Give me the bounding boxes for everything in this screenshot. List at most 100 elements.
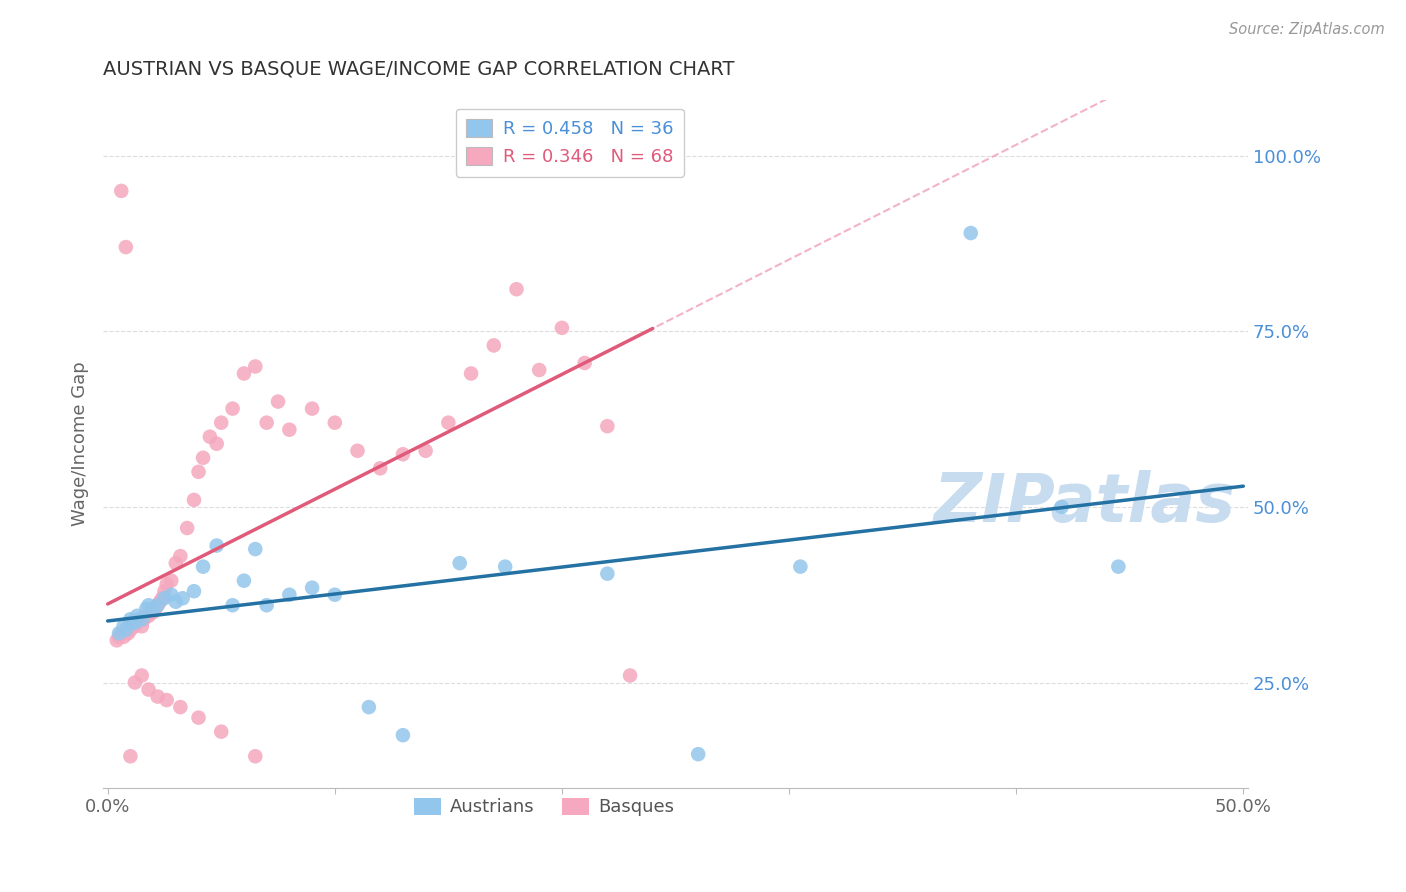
- Point: [169, 549, 191, 563]
- Point: [221, 599, 243, 613]
- Point: [245, 749, 267, 764]
- Point: [153, 591, 176, 606]
- Point: [482, 338, 505, 352]
- Point: [278, 588, 301, 602]
- Point: [146, 599, 169, 613]
- Point: [127, 608, 149, 623]
- Point: [392, 447, 415, 461]
- Point: [108, 630, 131, 644]
- Text: ZIPatlas: ZIPatlas: [934, 470, 1236, 536]
- Point: [1107, 559, 1129, 574]
- Text: AUSTRIAN VS BASQUE WAGE/INCOME GAP CORRELATION CHART: AUSTRIAN VS BASQUE WAGE/INCOME GAP CORRE…: [103, 60, 734, 78]
- Point: [117, 626, 139, 640]
- Point: [494, 559, 516, 574]
- Text: Source: ZipAtlas.com: Source: ZipAtlas.com: [1229, 22, 1385, 37]
- Point: [191, 450, 214, 465]
- Point: [574, 356, 596, 370]
- Point: [120, 615, 142, 630]
- Point: [789, 559, 811, 574]
- Point: [323, 416, 346, 430]
- Point: [245, 542, 267, 557]
- Point: [198, 430, 221, 444]
- Point: [110, 184, 132, 198]
- Point: [142, 605, 165, 619]
- Point: [176, 521, 198, 535]
- Point: [156, 693, 179, 707]
- Point: [138, 608, 160, 623]
- Point: [108, 626, 131, 640]
- Point: [112, 630, 135, 644]
- Point: [156, 577, 179, 591]
- Point: [120, 615, 142, 630]
- Point: [139, 605, 162, 619]
- Point: [172, 591, 194, 606]
- Point: [449, 556, 471, 570]
- Point: [160, 588, 183, 602]
- Point: [221, 401, 243, 416]
- Point: [437, 416, 460, 430]
- Point: [267, 394, 290, 409]
- Point: [551, 321, 574, 335]
- Legend: Austrians, Basques: Austrians, Basques: [406, 790, 681, 823]
- Point: [110, 626, 132, 640]
- Point: [120, 623, 142, 637]
- Point: [205, 539, 228, 553]
- Point: [187, 465, 209, 479]
- Point: [150, 591, 173, 606]
- Point: [165, 595, 187, 609]
- Point: [209, 724, 232, 739]
- Point: [127, 615, 149, 630]
- Point: [131, 612, 153, 626]
- Point: [160, 574, 183, 588]
- Point: [205, 436, 228, 450]
- Point: [209, 416, 232, 430]
- Point: [115, 623, 138, 637]
- Point: [1050, 500, 1073, 514]
- Point: [256, 599, 278, 613]
- Point: [165, 556, 187, 570]
- Point: [688, 747, 710, 761]
- Point: [323, 588, 346, 602]
- Point: [124, 615, 146, 630]
- Point: [233, 367, 256, 381]
- Point: [357, 700, 380, 714]
- Point: [959, 226, 981, 240]
- Point: [153, 584, 176, 599]
- Point: [392, 728, 415, 742]
- Point: [115, 240, 138, 254]
- Point: [121, 619, 143, 633]
- Point: [415, 443, 437, 458]
- Point: [138, 599, 160, 613]
- Point: [596, 419, 619, 434]
- Point: [183, 492, 205, 507]
- Point: [368, 461, 391, 475]
- Y-axis label: Wage/Income Gap: Wage/Income Gap: [72, 361, 89, 526]
- Point: [131, 668, 153, 682]
- Point: [115, 623, 138, 637]
- Point: [146, 599, 169, 613]
- Point: [460, 367, 482, 381]
- Point: [124, 619, 146, 633]
- Point: [149, 595, 172, 609]
- Point: [183, 584, 205, 599]
- Point: [112, 619, 135, 633]
- Point: [131, 619, 153, 633]
- Point: [169, 700, 191, 714]
- Point: [120, 749, 142, 764]
- Point: [301, 401, 323, 416]
- Point: [346, 443, 368, 458]
- Point: [132, 612, 155, 626]
- Point: [128, 612, 150, 626]
- Point: [146, 690, 169, 704]
- Point: [619, 668, 641, 682]
- Point: [191, 559, 214, 574]
- Point: [124, 675, 146, 690]
- Point: [131, 612, 153, 626]
- Point: [245, 359, 267, 374]
- Point: [135, 601, 157, 615]
- Point: [138, 682, 160, 697]
- Point: [233, 574, 256, 588]
- Point: [596, 566, 619, 581]
- Point: [187, 711, 209, 725]
- Point: [505, 282, 527, 296]
